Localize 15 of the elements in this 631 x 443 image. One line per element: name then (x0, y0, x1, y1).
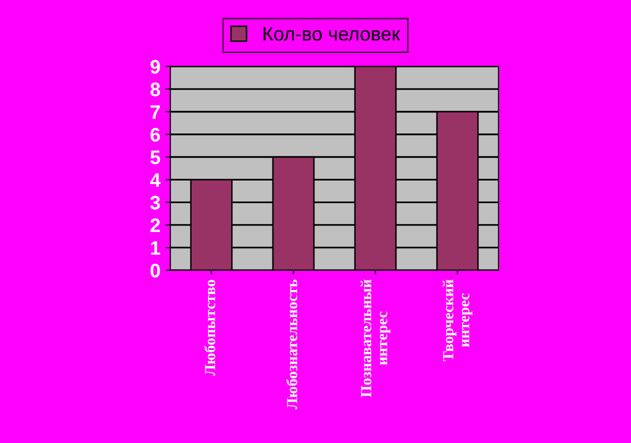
y-tick-label: 2 (150, 218, 160, 232)
x-tick-label: Познавательный интерес (360, 280, 390, 398)
y-tick-label: 4 (150, 173, 161, 187)
y-tick-label: 9 (150, 60, 160, 74)
y-tick-label: 5 (150, 150, 160, 164)
x-tick-label: Любопытство (204, 280, 216, 376)
x-tick-label: Любознательность (286, 280, 298, 410)
y-tick-label: 0 (150, 264, 160, 278)
y-tick-label: 7 (150, 105, 160, 119)
y-tick-label: 6 (150, 128, 160, 142)
y-tick-label: 3 (150, 196, 160, 210)
x-tick-label: Творческий интерес (442, 280, 472, 362)
y-tick-label: 8 (150, 82, 160, 96)
y-tick-label: 1 (151, 241, 160, 255)
legend-label: Кол-во человек (264, 27, 400, 41)
